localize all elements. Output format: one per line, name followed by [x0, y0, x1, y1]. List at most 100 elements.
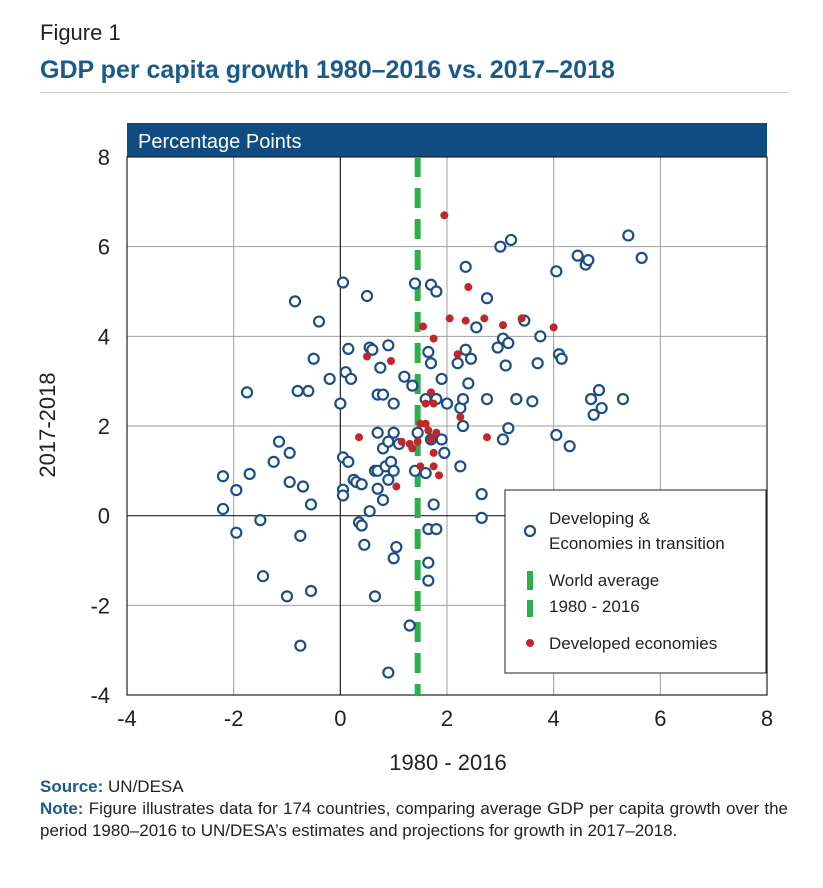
x-tick-label: 4 [548, 706, 560, 731]
developing-point [387, 397, 400, 410]
developed-point [419, 322, 427, 331]
developing-point [256, 570, 270, 583]
y-axis-label: 2017-2018 [35, 372, 60, 477]
grid-lines [127, 157, 767, 695]
developed-point [480, 314, 489, 323]
developing-point [342, 455, 355, 468]
developing-point [334, 397, 347, 410]
developed-point [363, 352, 371, 361]
developing-point [240, 386, 254, 399]
data-points [216, 211, 648, 679]
x-tick-label: 0 [334, 706, 346, 731]
developing-point [387, 426, 400, 439]
legend-developed-label: Developed economies [549, 634, 717, 653]
developing-point [323, 372, 336, 386]
developed-point [427, 388, 435, 397]
developed-point [421, 399, 430, 408]
developed-point [416, 462, 425, 471]
developing-point [344, 372, 358, 386]
developing-point [459, 343, 472, 356]
developing-point [454, 460, 467, 473]
developing-point [475, 488, 488, 501]
developing-point [480, 292, 494, 305]
developing-point [510, 393, 523, 406]
developed-point [392, 482, 401, 491]
developed-point [424, 426, 433, 435]
y-tick-label: 4 [98, 324, 110, 349]
developing-point [291, 384, 304, 398]
developing-point [382, 666, 395, 679]
developing-point [336, 489, 350, 502]
developing-point [371, 426, 384, 439]
developing-point [294, 639, 307, 652]
developed-point [517, 314, 526, 323]
developed-point [461, 316, 470, 325]
developing-point [411, 426, 424, 439]
developing-point [430, 285, 443, 298]
developed-point [456, 413, 465, 422]
developing-point [382, 473, 395, 486]
developing-point [526, 395, 539, 408]
x-tick-label: 8 [761, 706, 773, 731]
developed-point [429, 399, 438, 408]
legend-developing-label: Developing & [549, 509, 651, 528]
developing-point [502, 336, 515, 350]
legend-developing-label: Economies in transition [549, 534, 725, 553]
developing-point [550, 265, 563, 278]
y-tick-label: -4 [90, 683, 110, 708]
developing-point [504, 233, 518, 247]
developing-point [390, 540, 403, 554]
source-line: Source: UN/DESA [40, 776, 788, 798]
developing-point [435, 433, 448, 446]
note-label: Note: [40, 799, 84, 818]
developing-point [366, 343, 379, 356]
developed-point [453, 350, 462, 359]
developing-point [422, 345, 435, 359]
developing-point [462, 377, 475, 390]
x-tick-label: -2 [224, 706, 244, 731]
developing-point [571, 249, 584, 262]
legend: Developing & Economies in transition World… [504, 489, 767, 674]
developed-point [464, 283, 473, 292]
note-text: Figure illustrates data for 174 countrie… [40, 799, 788, 840]
developed-point [387, 356, 395, 365]
developing-point [459, 260, 472, 273]
developing-point [376, 388, 390, 401]
developing-point [435, 372, 448, 386]
developed-point [421, 419, 430, 428]
developing-point [464, 352, 478, 365]
developing-point [470, 321, 483, 334]
developing-point [216, 502, 230, 516]
developing-point [406, 379, 419, 392]
developing-point [371, 482, 384, 495]
developing-point [216, 470, 230, 483]
developing-point [355, 478, 368, 491]
developing-point [555, 352, 568, 365]
legend-box [504, 489, 767, 674]
developing-point [622, 229, 635, 242]
developing-point [302, 384, 315, 398]
developing-point [307, 352, 320, 365]
developing-point [422, 574, 435, 587]
developing-point [283, 446, 296, 459]
developing-point [398, 370, 411, 383]
chart-banner-text: Percentage Points [138, 131, 301, 153]
y-tick-label: -2 [90, 593, 110, 618]
developed-point [429, 462, 438, 471]
developing-point [267, 455, 280, 468]
developing-point [387, 552, 400, 565]
developing-point [254, 514, 267, 527]
developing-point [499, 359, 512, 372]
developing-point [382, 339, 395, 352]
developing-point [342, 342, 355, 355]
tick-labels: -4 -2 0 2 4 6 8 -4 -2 0 2 4 6 8 [90, 145, 773, 731]
developing-point [475, 511, 488, 525]
source-label: Source: [40, 777, 104, 796]
developed-point [435, 471, 443, 480]
developing-point [480, 393, 494, 406]
developing-point [408, 277, 422, 290]
developing-point [304, 584, 318, 598]
developed-point [397, 437, 406, 446]
developed-point [429, 448, 438, 457]
developing-point [592, 384, 606, 397]
